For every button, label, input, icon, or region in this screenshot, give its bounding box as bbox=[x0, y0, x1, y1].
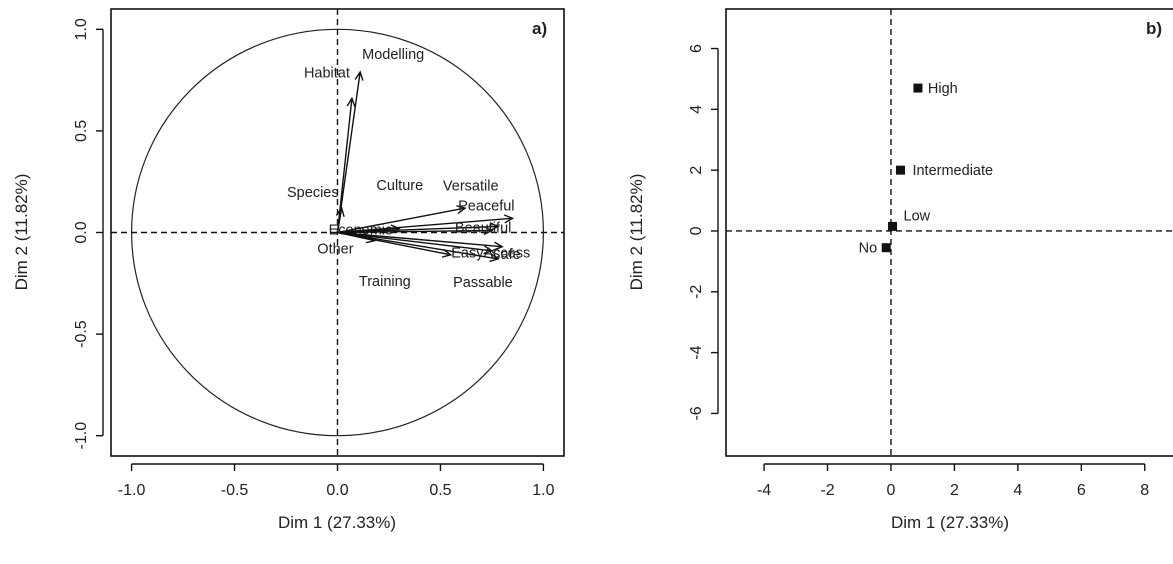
category-point-intermediate bbox=[895, 165, 905, 175]
panel-a-y-tick-label: -1.0 bbox=[73, 422, 90, 450]
variable-passable: Passable bbox=[337, 231, 513, 291]
panel-a-x-tick-label: 0.0 bbox=[326, 482, 348, 499]
panel-a-x-tick-label: 0.5 bbox=[429, 482, 451, 499]
category-point-high bbox=[913, 83, 923, 93]
variable-arrowhead-peaceful bbox=[489, 222, 500, 232]
variable-label-training: Training bbox=[359, 274, 411, 290]
variable-label-versatile: Versatile bbox=[443, 178, 499, 194]
panel-b-x-tick-label: 0 bbox=[887, 482, 896, 499]
variable-arrowhead-easyaccess bbox=[493, 241, 504, 251]
panel-a-y-tick-label: -0.5 bbox=[73, 320, 90, 348]
variable-arrow-habitat bbox=[336, 98, 353, 233]
category-point-no bbox=[881, 243, 891, 253]
variable-easyaccess: EasyAccess bbox=[337, 231, 530, 262]
variable-label-peaceful: Peaceful bbox=[458, 198, 514, 214]
variable-arrowhead-passable bbox=[489, 253, 500, 263]
variable-arrow-culture bbox=[337, 207, 466, 234]
panel-a-y-tick-label: 0.0 bbox=[73, 221, 90, 243]
category-intermediate: Intermediate bbox=[895, 163, 993, 179]
panel-a-y-tick-label: 0.5 bbox=[73, 120, 90, 142]
panel-b-x-tick-label: 8 bbox=[1140, 482, 1149, 499]
panel-b-x-tick-label: 2 bbox=[950, 482, 959, 499]
panel-a-x-axis-title: Dim 1 (27.33%) bbox=[278, 513, 396, 532]
category-point-low bbox=[888, 221, 898, 231]
panel-b-y-tick-label: 4 bbox=[688, 105, 705, 114]
panel-b-plot-frame bbox=[725, 8, 1173, 457]
variable-label-easyaccess: EasyAccess bbox=[451, 246, 530, 262]
panel-b-x-tick-label: 6 bbox=[1077, 482, 1086, 499]
variable-arrowhead-modelling bbox=[354, 70, 364, 81]
panel-a-x-tick-label: -1.0 bbox=[118, 482, 146, 499]
variable-habitat: Habitat bbox=[304, 65, 356, 233]
variable-culture: Culture bbox=[337, 178, 467, 234]
category-no: No bbox=[859, 241, 891, 257]
variable-arrow-beautiful bbox=[337, 229, 492, 234]
panel-b-x-tick-label: 4 bbox=[1013, 482, 1022, 499]
variable-other: Other bbox=[317, 231, 377, 258]
category-label-intermediate: Intermediate bbox=[912, 163, 993, 179]
panel-b-y-tick-label: -6 bbox=[688, 406, 705, 420]
variable-arrow-species bbox=[336, 208, 343, 233]
panel-a-y-axis-title: Dim 2 (11.82%) bbox=[12, 174, 31, 291]
variable-arrowhead-beautiful bbox=[483, 226, 494, 236]
panel-a: -1.0 -0.5 0.0 0.5 1.0 -1.0 -0.5 0.0 0.5 1.0 Mode… bbox=[12, 8, 565, 532]
panel-b-y-tick-label: 6 bbox=[688, 44, 705, 53]
panel-b-y-tick-label: 0 bbox=[688, 226, 705, 235]
variable-arrowhead-training bbox=[441, 248, 453, 258]
panel-a-y-tick-label: 1.0 bbox=[73, 18, 90, 40]
variable-label-beautiful: Beautiful bbox=[455, 220, 511, 236]
variable-label-other: Other bbox=[317, 242, 353, 258]
panel-b-label: b) bbox=[1146, 19, 1162, 38]
category-high: High bbox=[913, 81, 958, 97]
panel-a-label: a) bbox=[532, 19, 547, 38]
variable-arrow-versatile bbox=[337, 217, 513, 234]
variable-label-culture: Culture bbox=[376, 178, 423, 194]
variable-label-habitat: Habitat bbox=[304, 65, 350, 81]
variable-arrowhead-versatile bbox=[503, 214, 515, 224]
category-label-no: No bbox=[859, 241, 878, 257]
panel-a-x-tick-label: -0.5 bbox=[221, 482, 249, 499]
panel-b-y-tick-label: -2 bbox=[688, 285, 705, 299]
panel-a-x-tick-label: 1.0 bbox=[532, 482, 554, 499]
variable-arrow-passable bbox=[337, 231, 499, 260]
panel-b-x-axis-title: Dim 1 (27.33%) bbox=[891, 513, 1009, 532]
category-label-low: Low bbox=[904, 208, 931, 224]
variable-arrow-modelling bbox=[336, 71, 361, 233]
variable-arrowhead-habitat bbox=[346, 96, 356, 108]
variable-versatile: Versatile bbox=[337, 178, 515, 234]
category-low: Low bbox=[888, 208, 931, 231]
panel-b-x-tick-label: -2 bbox=[820, 482, 834, 499]
variable-label-species: Species bbox=[287, 185, 339, 201]
variable-arrowhead-culture bbox=[456, 205, 467, 215]
variable-beautiful: Beautiful bbox=[337, 220, 511, 236]
variable-label-passable: Passable bbox=[453, 275, 513, 291]
panel-b-x-tick-label: -4 bbox=[757, 482, 771, 499]
variable-arrowhead-species bbox=[335, 206, 345, 217]
variable-arrow-safe bbox=[337, 231, 493, 252]
variable-arrowhead-safe bbox=[483, 245, 494, 255]
variable-label-modelling: Modelling bbox=[362, 47, 424, 63]
variable-arrowhead-other bbox=[365, 234, 377, 244]
variable-arrow-other bbox=[337, 231, 375, 242]
panel-b-y-tick-label: -4 bbox=[688, 345, 705, 359]
panel-b-y-axis-title: Dim 2 (11.82%) bbox=[627, 174, 646, 291]
panel-b-y-tick-label: 2 bbox=[688, 166, 705, 175]
panel-b: -4 -2 0 2 4 6 8 -6 -4 -2 0 2 4 6 High Intermediate Low… bbox=[627, 8, 1173, 532]
variable-species: Species bbox=[287, 185, 345, 233]
variable-arrow-easyaccess bbox=[337, 231, 503, 248]
variable-modelling: Modelling bbox=[336, 47, 424, 233]
category-label-high: High bbox=[928, 81, 958, 97]
